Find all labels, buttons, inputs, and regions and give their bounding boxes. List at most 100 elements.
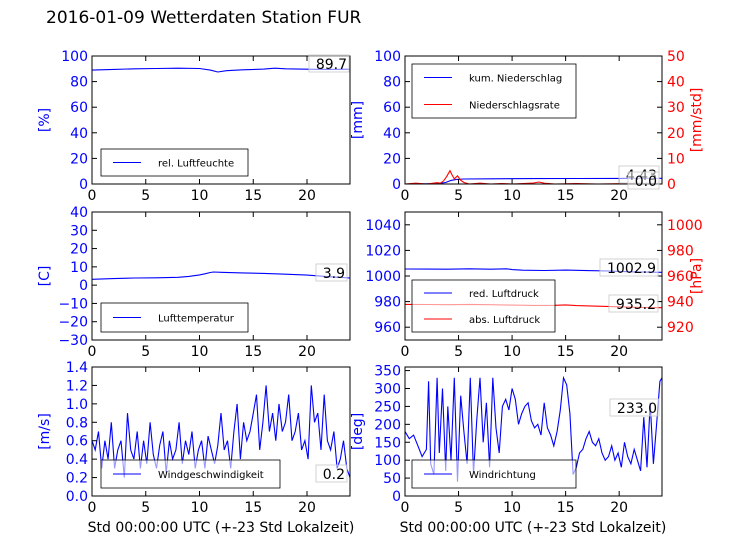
last-value-label: 1002.9 — [607, 261, 656, 277]
x-tick-label: 5 — [141, 500, 150, 516]
x-tick-label: 20 — [610, 344, 628, 360]
x-tick-label: 0 — [401, 188, 410, 204]
x-tick-label: 10 — [503, 344, 521, 360]
y-tick-label: 250 — [374, 399, 401, 415]
plot-frame — [91, 55, 351, 185]
last-value-box — [308, 54, 350, 73]
y-axis-label-right: [hPa] — [689, 258, 705, 294]
x-tick-label: 0 — [401, 500, 410, 516]
legend-box — [411, 279, 556, 333]
last-value-label: 0.2 — [323, 467, 345, 483]
plot-frame — [404, 366, 663, 497]
legend-label: Windgeschwindigkeit — [158, 470, 264, 481]
y-tick-label-right: 980 — [667, 243, 694, 259]
last-value-label: 0.0 — [635, 174, 657, 190]
x-tick-label: 20 — [298, 344, 316, 360]
x-tick-label: 10 — [503, 188, 521, 204]
x-axis-label-left: Std 00:00:00 UTC (+-23 Std Lokalzeit) — [88, 520, 355, 536]
y-axis-label: [C] — [37, 266, 53, 287]
y-tick-label: 40 — [383, 126, 401, 142]
x-tick-label: 15 — [244, 344, 262, 360]
x-tick-label: 0 — [88, 188, 97, 204]
series-line-1 — [405, 375, 662, 482]
y-tick-label: −30 — [58, 333, 88, 349]
y-tick-label: 0 — [392, 177, 401, 193]
panel-3: 0 5 10 15 20 −30 −20 −10 0 10 20 30 40 [C] Lufttempera… — [37, 205, 351, 360]
legend: kum. Niederschlag Niederschlagsrate — [411, 63, 577, 119]
plot-frame — [91, 211, 351, 341]
legend-label: Lufttemperatur — [158, 314, 235, 325]
series-line-1 — [92, 271, 350, 280]
x-tick-label: 20 — [610, 188, 628, 204]
x-tick-label: 5 — [454, 344, 463, 360]
plot-frame — [404, 55, 663, 185]
y-tick-label: 1020 — [365, 243, 401, 259]
last-value-label: 89.7 — [316, 57, 347, 73]
y-tick-label: 20 — [70, 151, 88, 167]
y-tick-label: 80 — [383, 75, 401, 91]
x-tick-label: 15 — [557, 188, 575, 204]
y-tick-label: 1.0 — [66, 397, 88, 413]
y-tick-label-right: 10 — [667, 151, 685, 167]
last-value-box — [599, 258, 659, 277]
y-axis-label: [deg] — [350, 413, 366, 450]
panel-5: 0 5 10 15 20 0.0 0.2 0.4 0.6 0.8 1.0 1.2 1.4 [m/s] Win… — [37, 360, 351, 516]
x-tick-label: 5 — [141, 344, 150, 360]
y-tick-label: 20 — [383, 151, 401, 167]
x-tick-label: 10 — [191, 188, 209, 204]
y-tick-label: 50 — [383, 471, 401, 487]
y-tick-label-right: 1000 — [667, 218, 703, 234]
y-tick-label: 100 — [374, 453, 401, 469]
legend: rel. Luftfeuchte — [100, 148, 249, 177]
legend-label: abs. Luftdruck — [469, 315, 540, 326]
last-value-label: 935.2 — [616, 297, 656, 313]
x-tick-label: 0 — [88, 500, 97, 516]
x-tick-label: 20 — [298, 500, 316, 516]
legend-label: rel. Luftfeuchte — [158, 159, 234, 170]
last-value-label: 233.0 — [617, 401, 657, 417]
y-tick-label: 300 — [374, 382, 401, 398]
last-value-box — [609, 398, 660, 417]
y-axis-label-right: [mm/std] — [689, 88, 705, 153]
y-tick-label: 80 — [70, 75, 88, 91]
y-tick-label: 1.4 — [66, 360, 88, 376]
y-tick-label: 980 — [374, 295, 401, 311]
y-tick-label-right: 40 — [667, 75, 685, 91]
x-tick-label: 10 — [503, 500, 521, 516]
x-tick-label: 20 — [298, 188, 316, 204]
y-tick-label: 0.4 — [66, 452, 88, 468]
series-line-1 — [92, 385, 350, 478]
y-tick-label-right: 50 — [667, 49, 685, 65]
y-tick-label: 1000 — [365, 269, 401, 285]
y-tick-label: 30 — [70, 223, 88, 239]
y-tick-label: −20 — [58, 315, 88, 331]
y-tick-label: 0.0 — [66, 489, 88, 505]
y-axis-label: [%] — [37, 108, 53, 132]
legend-label: kum. Niederschlag — [469, 74, 562, 85]
legend-label: Niederschlagsrate — [469, 101, 560, 112]
x-tick-label: 5 — [454, 500, 463, 516]
y-tick-label: 1.2 — [66, 378, 88, 394]
legend-label: Windrichtung — [469, 470, 536, 481]
y-tick-label: 960 — [374, 320, 401, 336]
y-tick-label: 20 — [70, 242, 88, 258]
x-tick-label: 15 — [557, 500, 575, 516]
y-tick-label: 60 — [70, 100, 88, 116]
series-line-1 — [405, 177, 662, 184]
panel-1: 0 5 10 15 20 0 20 40 60 80 100 [%] rel. Luftfeuchte 8… — [37, 49, 351, 204]
x-tick-label: 15 — [244, 500, 262, 516]
x-tick-label: 5 — [454, 188, 463, 204]
y-tick-label: 100 — [61, 49, 88, 65]
y-axis-label: [mm] — [350, 101, 366, 139]
y-tick-label: 10 — [70, 260, 88, 276]
y-tick-label: 0 — [79, 177, 88, 193]
y-tick-label: 200 — [374, 417, 401, 433]
legend-label: red. Luftdruck — [469, 289, 539, 300]
last-value-box — [608, 294, 659, 313]
y-tick-label: 0 — [79, 278, 88, 294]
legend: red. Luftdruck abs. Luftdruck — [411, 279, 556, 333]
y-tick-label-right: 960 — [667, 269, 694, 285]
x-tick-label: 10 — [191, 500, 209, 516]
last-value-label: 3.9 — [323, 266, 345, 282]
